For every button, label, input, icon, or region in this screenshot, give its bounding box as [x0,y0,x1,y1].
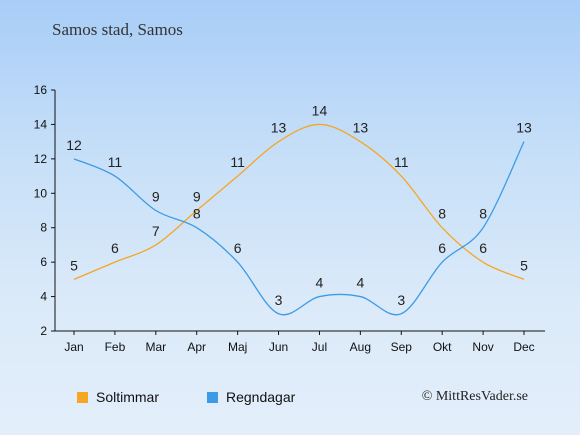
series-line-regndagar [73,141,525,316]
y-tick-label: 16 [34,83,48,97]
y-tick-label: 2 [40,324,47,338]
data-label-regndagar: 6 [438,240,446,256]
x-tick-label: Jun [269,340,288,354]
data-label-regndagar: 13 [516,120,532,136]
x-tick-label: Okt [433,340,452,354]
x-tick-label: Maj [228,340,247,354]
data-label-soltimmar: 11 [230,154,245,170]
y-tick-label: 8 [40,221,47,235]
data-label-soltimmar: 13 [353,120,369,136]
x-tick-label: Feb [105,340,126,354]
y-tick-label: 10 [34,186,48,200]
data-label-regndagar: 6 [234,240,242,256]
x-tick-label: Dec [513,340,534,354]
axes: 2 4 6 8 10 12 14 16 Jan Feb Mar Apr Maj Jun Jul Aug Sep O… [34,83,545,354]
data-label-regndagar: 8 [479,206,487,222]
data-label-soltimmar: 5 [520,257,528,273]
data-label-soltimmar: 7 [152,223,160,239]
data-label-regndagar: 4 [356,275,364,291]
data-label-soltimmar: 5 [70,257,78,273]
data-label-soltimmar: 14 [312,102,328,118]
data-label-soltimmar: 6 [479,240,487,256]
data-label-regndagar: 3 [275,292,283,308]
data-label-regndagar: 12 [66,137,82,153]
data-label-regndagar: 11 [108,154,123,170]
data-label-soltimmar: 6 [111,240,119,256]
data-label-soltimmar: 13 [271,120,287,136]
legend-swatch-regndagar [207,391,218,403]
legend-label-soltimmar: Soltimmar [96,389,160,405]
data-label-regndagar: 3 [397,292,405,308]
y-tick-label: 14 [34,117,48,131]
data-label-soltimmar: 8 [438,206,446,222]
y-tick-label: 6 [40,255,47,269]
x-tick-label: Aug [350,340,371,354]
data-label-regndagar: 9 [152,189,160,205]
data-label-soltimmar: 9 [193,189,201,205]
x-tick-label: Mar [145,340,166,354]
series-layer [73,123,525,316]
data-label-soltimmar: 11 [394,154,409,170]
series-line-soltimmar [73,123,525,280]
x-tick-label: Jul [312,340,327,354]
x-tick-label: Apr [187,340,206,354]
data-label-regndagar: 8 [193,206,201,222]
chart-title: Samos stad, Samos [52,20,183,39]
x-tick-label: Nov [472,340,493,354]
legend-item-regndagar: Regndagar [207,389,295,405]
legend-label-regndagar: Regndagar [226,389,296,405]
y-tick-label: 4 [40,290,47,304]
legend-swatch-soltimmar [77,391,88,403]
legend-item-soltimmar: Soltimmar [77,389,159,405]
data-label-regndagar: 4 [316,275,324,291]
y-tick-label: 12 [34,152,48,166]
x-tick-label: Sep [391,340,413,354]
copyright-text: © MittResVader.se [421,389,528,404]
x-tick-label: Jan [64,340,83,354]
